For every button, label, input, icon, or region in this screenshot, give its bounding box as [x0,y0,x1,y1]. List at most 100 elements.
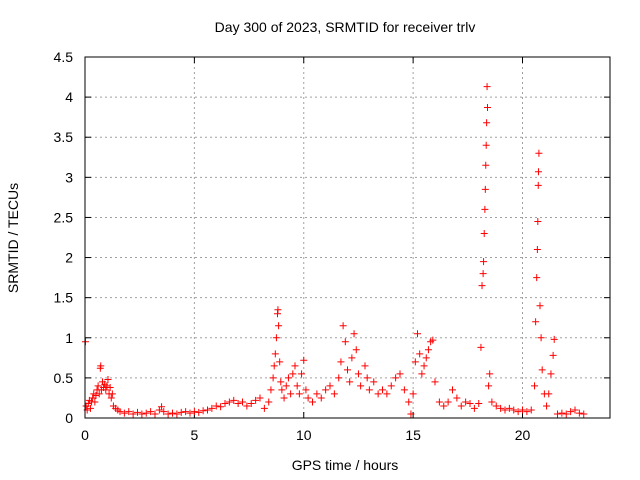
data-point [272,334,280,342]
data-point [217,403,225,411]
data-point [538,366,546,374]
data-point [519,406,526,414]
data-point [270,362,278,370]
data-point [346,378,354,386]
data-point [478,282,486,290]
data-point [363,374,371,382]
data-point [510,406,518,414]
data-point [567,408,575,416]
x-tick-label: 15 [405,427,421,443]
data-point [483,83,491,91]
data-point [95,390,103,398]
tick-layer: 0 0.5 1 1.5 2 2.5 3 3.5 4 4.5 0 5 10 15 20 [54,49,610,443]
data-point [479,270,487,278]
data-point [103,382,111,390]
data-point [533,246,541,254]
data-point [549,351,557,359]
data-point [348,354,356,362]
x-axis-label: GPS time / hours [292,457,399,473]
data-point [409,390,417,398]
data-point [177,408,185,416]
data-point [418,370,426,378]
y-axis-label: SRMTID / TECUs [5,183,21,293]
data-point [247,400,255,408]
data-point [208,404,216,412]
data-point [350,330,358,338]
data-point [341,338,349,346]
data-point [411,358,419,366]
data-point [274,306,282,314]
data-point [313,390,321,398]
data-point [543,402,551,410]
data-point [482,141,490,149]
data-point [550,335,558,343]
data-point [138,410,146,418]
data-point [580,410,588,418]
data-point [260,404,268,412]
chart-title: Day 300 of 2023, SRMTID for receiver trl… [215,19,476,35]
data-point [120,409,128,417]
y-tick-label: 4.5 [54,49,74,65]
y-tick-label: 3.5 [54,129,74,145]
data-point [514,408,522,416]
data-point [147,408,155,416]
data-point [256,394,264,402]
y-tick-label: 2 [65,250,73,266]
data-point [287,390,295,398]
data-point [449,386,456,394]
data-point [116,408,124,416]
data-point [523,408,531,416]
data-point [298,370,306,378]
data-point [480,258,488,266]
data-point [361,362,369,370]
data-point [97,362,105,370]
data-point [265,398,273,406]
data-point [344,366,351,374]
data-point [562,410,570,418]
data-point [352,346,360,354]
data-point [280,394,288,402]
data-point [444,398,452,406]
data-point [267,386,275,394]
data-point [92,392,100,400]
data-point [291,362,299,370]
data-point [182,408,190,416]
data-point [354,370,362,378]
data-point [278,386,286,394]
y-tick-label: 3 [65,169,73,185]
data-point [190,408,198,416]
data-point [537,334,545,342]
data-point [477,343,485,351]
data-point [335,374,343,382]
data-point [108,390,116,398]
data-point [420,362,428,370]
data-point [575,409,583,417]
data-point [535,149,543,157]
data-point [533,274,541,282]
data-point [497,404,505,412]
data-point [470,404,478,412]
data-point [195,408,203,416]
data-point [282,382,290,390]
y-tick-label: 1 [65,330,73,346]
data-point [534,168,542,176]
data-point [558,409,566,417]
data-point [547,370,555,378]
data-point [545,390,553,398]
data-point [400,386,408,394]
data-point [379,386,386,394]
data-point [104,375,112,383]
data-point [481,185,489,193]
data-point [501,406,509,414]
data-point [383,390,391,398]
data-point [532,318,540,326]
data-point [422,354,430,362]
y-tick-label: 0.5 [54,370,74,386]
data-point [142,409,150,417]
x-tick-label: 5 [190,427,198,443]
data-point [173,410,181,418]
data-point [252,396,260,404]
data-point [337,358,345,366]
data-point [392,374,400,382]
